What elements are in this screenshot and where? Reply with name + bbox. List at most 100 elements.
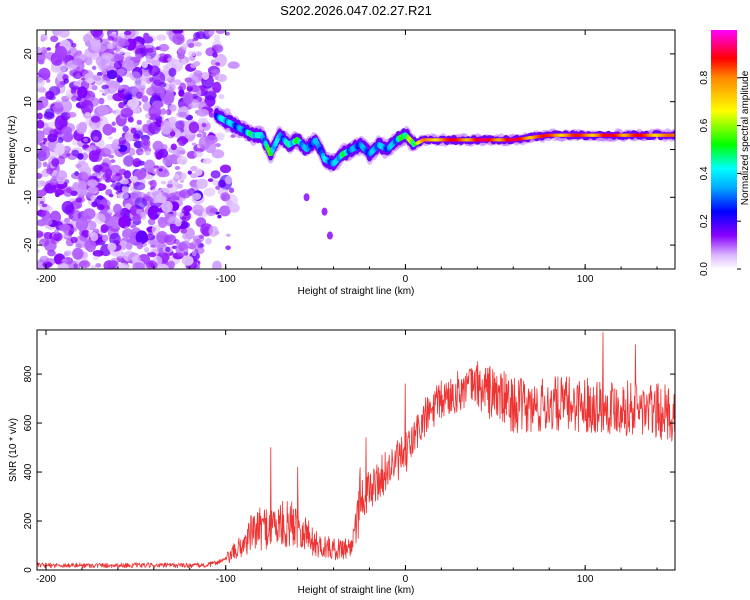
noise-blob — [67, 231, 73, 236]
noise-blob — [74, 171, 80, 176]
noise-blob — [178, 89, 185, 97]
noise-blob — [58, 30, 70, 38]
noise-blob — [220, 192, 231, 202]
noise-blob — [54, 254, 63, 265]
noise-blob — [166, 178, 179, 193]
noise-blob — [115, 66, 128, 77]
spectrogram-heatmap — [37, 30, 675, 269]
noise-blob — [172, 33, 185, 45]
noise-blob — [117, 49, 125, 55]
noise-blob — [217, 179, 227, 188]
noise-blob — [123, 155, 134, 167]
noise-blob — [37, 100, 44, 111]
noise-blob — [174, 166, 181, 170]
noise-blob — [173, 79, 182, 85]
noise-blob — [86, 147, 92, 153]
noise-blob — [165, 246, 171, 253]
noise-blob — [49, 178, 59, 186]
noise-blob — [37, 46, 42, 54]
noise-blob — [95, 263, 102, 268]
noise-blob — [140, 137, 151, 150]
noise-blob — [181, 58, 187, 65]
noise-blob — [167, 260, 175, 269]
noise-blob — [113, 186, 119, 190]
ridge-core — [671, 133, 675, 137]
noise-blob — [215, 30, 226, 34]
noise-blob — [148, 252, 157, 258]
colorbar-tick-label: 0.0 — [699, 262, 710, 276]
noise-blob — [191, 73, 203, 83]
noise-blob — [181, 255, 194, 266]
noise-blob — [147, 218, 156, 226]
noise-blob — [208, 30, 215, 36]
noise-blob — [100, 224, 109, 233]
noise-blob — [37, 249, 40, 253]
noise-blob — [86, 179, 99, 187]
noise-blob — [103, 143, 116, 155]
noise-blob — [145, 55, 152, 60]
noise-blob — [160, 119, 171, 132]
noise-blob — [139, 151, 144, 155]
noise-blob — [176, 155, 188, 165]
noise-blob — [72, 139, 78, 146]
noise-blob — [215, 143, 221, 148]
noise-blob — [62, 134, 74, 142]
noise-blob — [143, 32, 150, 40]
noise-blob — [94, 213, 106, 224]
noise-blob — [107, 94, 114, 101]
noise-blob — [73, 81, 81, 86]
noise-blob — [178, 135, 187, 147]
colorbar-gradient — [711, 30, 737, 269]
noise-blob — [46, 78, 51, 83]
noise-blob — [156, 34, 167, 41]
noise-blob — [179, 220, 189, 227]
noise-blob — [170, 143, 177, 151]
noise-blob — [120, 179, 129, 185]
noise-blob — [141, 95, 149, 103]
noise-blob — [72, 247, 84, 260]
noise-blob — [107, 209, 114, 214]
spectrogram-ylabel: Frequency (Hz) — [7, 116, 18, 185]
noise-blob — [63, 78, 69, 84]
noise-blob — [172, 30, 183, 35]
noise-blob — [139, 212, 147, 220]
noise-blob — [79, 260, 91, 269]
noise-blob — [70, 86, 77, 94]
noise-blob — [40, 34, 48, 41]
noise-blob — [153, 165, 159, 169]
noise-blob — [133, 182, 146, 191]
noise-blob — [156, 263, 169, 269]
noise-blob — [37, 76, 45, 89]
noise-blob — [169, 131, 176, 137]
noise-blob — [187, 43, 195, 48]
noise-blob — [205, 205, 217, 217]
noise-blob — [225, 245, 231, 251]
noise-blob — [202, 158, 212, 165]
noise-blob — [76, 96, 82, 102]
noise-blob — [75, 235, 88, 249]
noise-blob — [227, 61, 240, 69]
noise-blob — [54, 115, 68, 131]
noise-blob — [191, 250, 197, 257]
noise-blob — [167, 57, 176, 63]
noise-blob — [148, 121, 161, 135]
noise-blob — [218, 94, 225, 100]
noise-blob — [132, 215, 142, 222]
noise-blob — [196, 108, 209, 117]
noise-blob — [50, 35, 59, 43]
noise-blob — [188, 121, 200, 134]
noise-blob — [103, 89, 109, 96]
noise-blob — [152, 71, 166, 87]
noise-blob — [117, 192, 129, 200]
noise-blob — [147, 239, 156, 245]
noise-blob — [198, 234, 204, 239]
noise-blob — [80, 77, 86, 81]
noise-blob — [46, 47, 51, 51]
noise-blob — [53, 232, 63, 242]
noise-blob — [321, 207, 328, 216]
noise-blob — [127, 237, 137, 244]
noise-blob — [54, 45, 68, 61]
noise-blob — [37, 262, 41, 267]
